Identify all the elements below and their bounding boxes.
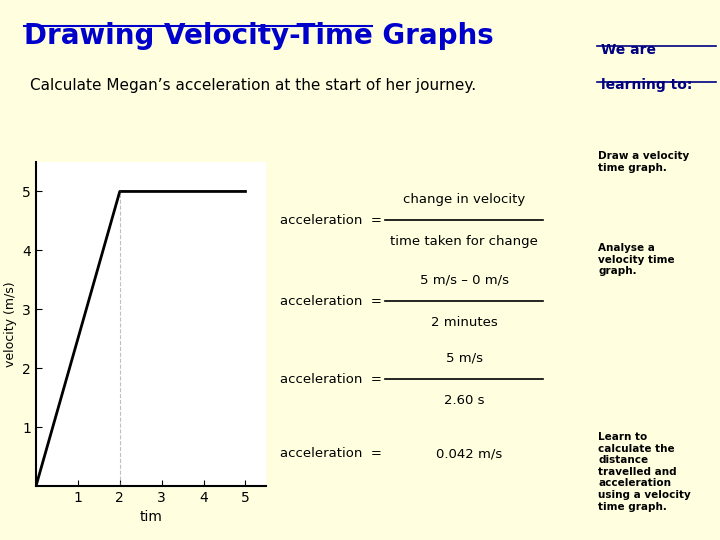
Text: acceleration  =: acceleration =: [280, 295, 382, 308]
Text: Calculate Megan’s acceleration at the start of her journey.: Calculate Megan’s acceleration at the st…: [30, 78, 476, 93]
Text: acceleration  =: acceleration =: [280, 447, 382, 460]
Text: acceleration  =: acceleration =: [280, 373, 382, 386]
Text: 0.042 m/s: 0.042 m/s: [436, 447, 502, 460]
X-axis label: tim: tim: [140, 510, 163, 524]
Text: time taken for change: time taken for change: [390, 235, 538, 248]
Text: We are: We are: [600, 43, 656, 57]
Text: change in velocity: change in velocity: [403, 193, 525, 206]
Text: 2 minutes: 2 minutes: [431, 316, 498, 329]
Y-axis label: velocity (m/s): velocity (m/s): [4, 281, 17, 367]
Text: 2.60 s: 2.60 s: [444, 394, 485, 407]
Text: acceleration  =: acceleration =: [280, 214, 382, 227]
Text: 5 m/s: 5 m/s: [446, 352, 482, 365]
Text: 5 m/s – 0 m/s: 5 m/s – 0 m/s: [420, 274, 508, 287]
Text: Analyse a
velocity time
graph.: Analyse a velocity time graph.: [598, 243, 675, 276]
Text: learning to:: learning to:: [600, 78, 692, 92]
Text: Learn to
calculate the
distance
travelled and
acceleration
using a velocity
time: Learn to calculate the distance travelle…: [598, 432, 691, 511]
Text: Drawing Velocity-Time Graphs: Drawing Velocity-Time Graphs: [24, 22, 493, 50]
Text: Draw a velocity
time graph.: Draw a velocity time graph.: [598, 151, 690, 173]
